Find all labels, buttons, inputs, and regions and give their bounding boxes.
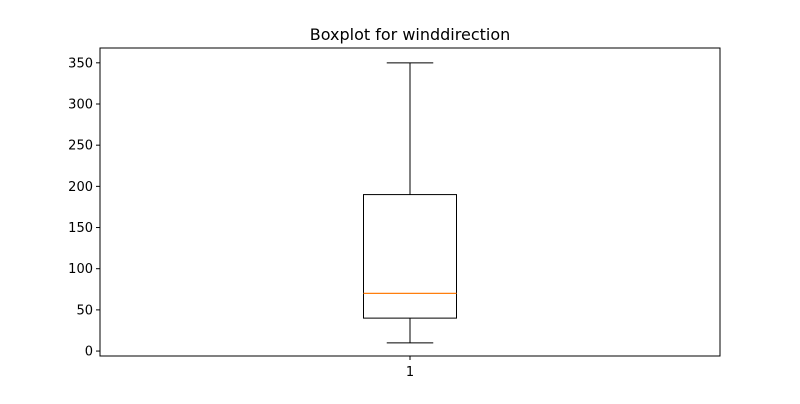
y-tick-label: 150 <box>68 221 93 236</box>
chart-title: Boxplot for winddirection <box>310 25 511 44</box>
y-tick-label: 50 <box>76 303 93 318</box>
y-tick-label: 300 <box>68 98 93 113</box>
y-tick-label: 0 <box>85 345 93 360</box>
y-tick-label: 350 <box>68 56 93 71</box>
y-tick-label: 200 <box>68 180 93 195</box>
y-tick-label: 250 <box>68 139 93 154</box>
interquartile-box <box>363 194 457 319</box>
y-tick-label: 100 <box>68 262 93 277</box>
plot-layer <box>363 62 457 344</box>
x-axis: 1 <box>406 356 414 380</box>
x-tick-label: 1 <box>406 365 414 380</box>
y-axis: 0 50 100 150 200 250 300 350 <box>68 56 100 360</box>
